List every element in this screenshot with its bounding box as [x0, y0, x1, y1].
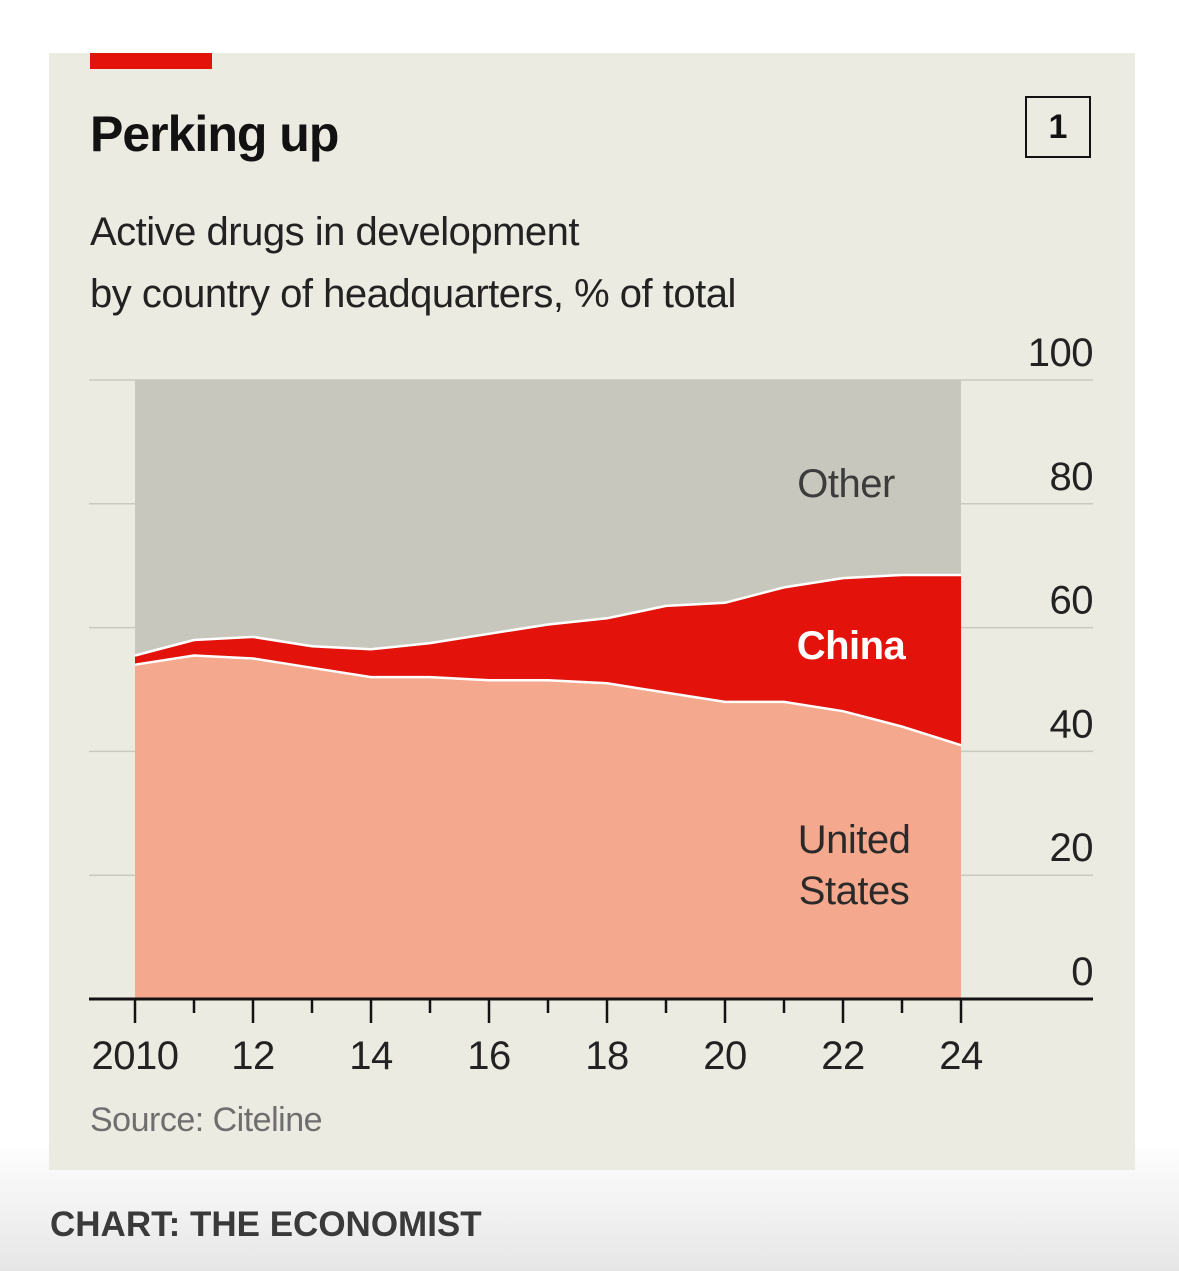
- area-other: [135, 380, 961, 656]
- y-tick-label: 60: [1050, 579, 1094, 623]
- series-label: United: [798, 818, 911, 862]
- y-tick-label: 0: [1071, 950, 1093, 994]
- chart-title: Perking up: [90, 106, 339, 162]
- x-tick-label: 20: [703, 1034, 747, 1078]
- x-tick-label: 12: [231, 1034, 275, 1078]
- series-boundary-line: [134, 573, 961, 657]
- area-china: [135, 575, 961, 746]
- x-tick-label: 16: [467, 1034, 511, 1078]
- series-label: States: [799, 869, 909, 913]
- x-tick-label: 22: [821, 1034, 865, 1078]
- series-label: Other: [797, 462, 895, 506]
- x-tick-label: 2010: [92, 1034, 179, 1078]
- y-tick-label: 80: [1050, 455, 1094, 499]
- y-tick-label: 20: [1050, 826, 1094, 870]
- x-tick-label: 18: [585, 1034, 629, 1078]
- chart-number-badge: 1: [1025, 96, 1091, 158]
- chart-subtitle: Active drugs in development by country o…: [90, 201, 990, 325]
- accent-bar: [90, 53, 212, 69]
- series-boundary-line: [134, 654, 962, 747]
- area-united-states: [135, 655, 961, 999]
- y-tick-label: 100: [1028, 331, 1093, 375]
- x-tick-label: 24: [939, 1034, 983, 1078]
- chart-credit: CHART: THE ECONOMIST: [50, 1205, 482, 1244]
- source-note: Source: Citeline: [90, 1101, 323, 1139]
- chart-subtitle-line: Active drugs in development: [90, 210, 580, 254]
- y-tick-label: 40: [1050, 702, 1094, 746]
- chart-subtitle-line: by country of headquarters, % of total: [90, 272, 736, 316]
- series-label: China: [797, 624, 907, 668]
- x-tick-label: 14: [349, 1034, 393, 1078]
